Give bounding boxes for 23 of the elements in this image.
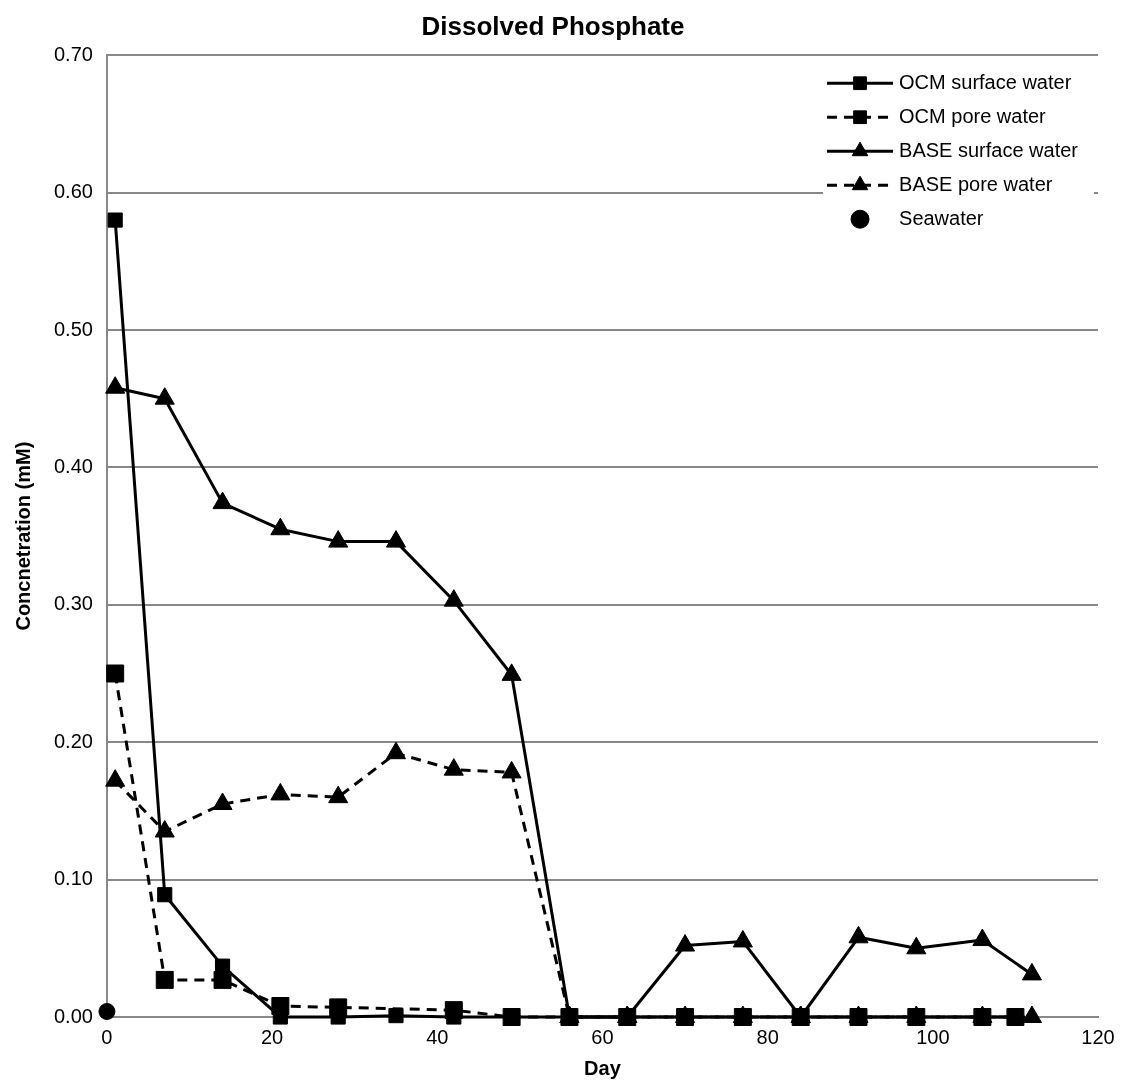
x-axis-title: Day — [584, 1056, 622, 1079]
y-tick-label: 0.50 — [53, 317, 93, 340]
legend-label: BASE surface water — [899, 138, 1079, 161]
y-tick-label: 0.10 — [53, 867, 93, 890]
x-tick-label: 120 — [1081, 1025, 1115, 1048]
legend-label: OCM surface water — [899, 70, 1072, 93]
y-tick-label: 0.70 — [53, 42, 93, 65]
y-tick-label: 0.30 — [53, 592, 93, 615]
x-tick-label: 80 — [756, 1025, 779, 1048]
legend-label: OCM pore water — [899, 104, 1047, 127]
y-axis-title: Concnetration (mM) — [11, 441, 34, 631]
x-tick-label: 0 — [101, 1025, 113, 1048]
x-tick-label: 100 — [916, 1025, 950, 1048]
y-tick-label: 0.00 — [53, 1004, 93, 1027]
legend-label: BASE pore water — [899, 172, 1053, 195]
legend-label: Seawater — [899, 206, 984, 229]
chart-title: Dissolved Phosphate — [421, 10, 685, 41]
x-tick-label: 60 — [591, 1025, 614, 1048]
y-tick-label: 0.60 — [53, 180, 93, 203]
y-tick-label: 0.40 — [53, 454, 93, 477]
y-tick-label: 0.20 — [53, 729, 93, 752]
x-tick-label: 40 — [426, 1025, 449, 1048]
x-tick-label: 20 — [260, 1025, 284, 1048]
